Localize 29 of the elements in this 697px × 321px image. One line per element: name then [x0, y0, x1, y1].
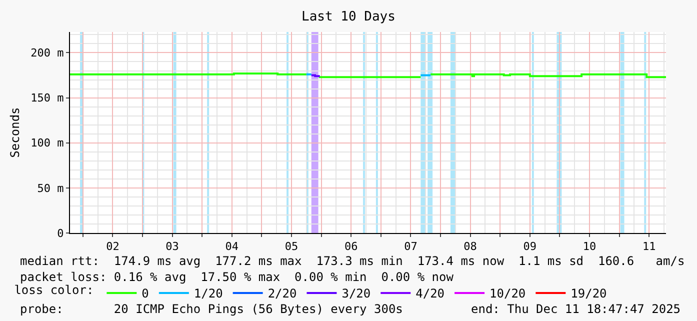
- legend-title: loss color:: [14, 283, 94, 298]
- legend-label: 10/20: [490, 286, 526, 301]
- y-tick-label: 200 m: [30, 46, 64, 60]
- text: median rtt: 174.9 ms avg 177.2 ms max 173.3 ms min 173.4 ms now 1.1 ms sd 160.6 am/s: [20, 254, 685, 268]
- y-tick-label: 100 m: [30, 136, 64, 150]
- legend-label: 0: [142, 286, 149, 301]
- legend-label: 19/20: [570, 286, 607, 301]
- legend-label: 4/20: [416, 286, 445, 301]
- y-tick-label: 0: [57, 226, 64, 240]
- x-tick-label: 02: [106, 240, 120, 254]
- y-tick-label: 150 m: [30, 92, 64, 105]
- x-tick-label: 06: [344, 240, 358, 254]
- legend-label: 1/20: [194, 286, 223, 301]
- x-tick-label: 05: [284, 240, 298, 254]
- x-tick-label: 08: [464, 240, 477, 254]
- text: end: Thu Dec 11 18:47:47 2025: [471, 302, 681, 316]
- x-tick-label: 04: [225, 240, 239, 254]
- chart-title: Last 10 Days: [302, 10, 396, 25]
- text: packet loss: 0.16 % avg 17.50 % max 0.00 % min 0.00 % now: [20, 270, 454, 284]
- x-tick-label: 03: [166, 240, 179, 254]
- x-tick-label: 09: [523, 240, 537, 254]
- y-axis-title: Seconds: [8, 107, 22, 158]
- x-tick-label: 11: [642, 240, 656, 254]
- y-tick-label: 50 m: [37, 182, 64, 195]
- legend-label: 2/20: [268, 286, 297, 301]
- x-tick-label: 10: [582, 240, 596, 254]
- x-tick-label: 07: [404, 240, 418, 254]
- legend-label: 3/20: [342, 286, 371, 301]
- text: probe: 20 ICMP Echo Pings (56 Bytes) every 300s: [20, 302, 403, 316]
